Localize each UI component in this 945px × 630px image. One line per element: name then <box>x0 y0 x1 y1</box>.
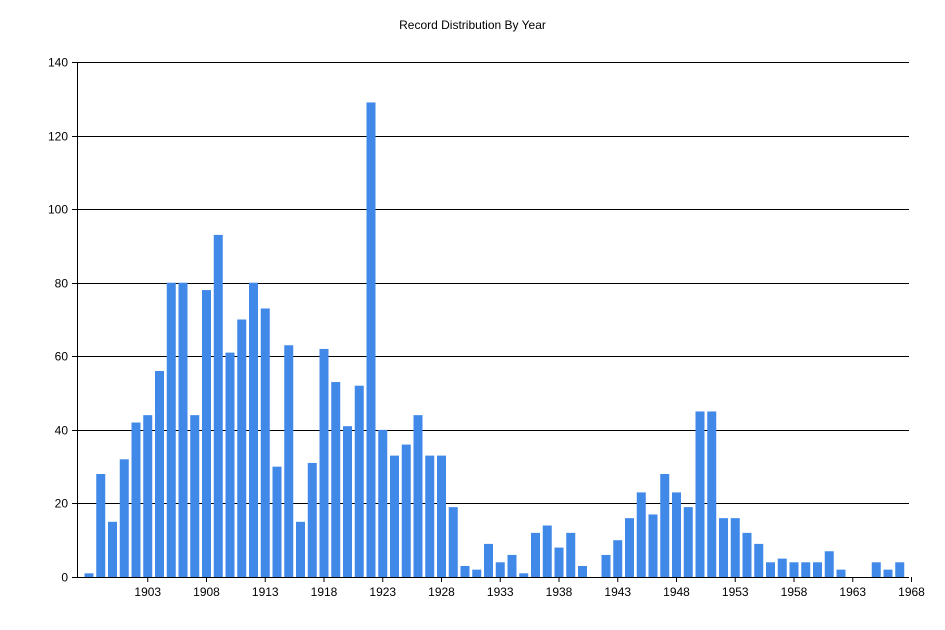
x-tick-label-1908: 1908 <box>193 585 220 599</box>
bar-1903 <box>143 415 153 577</box>
bar-1961 <box>824 551 834 577</box>
x-tick-label-1918: 1918 <box>311 585 338 599</box>
bar-1933 <box>495 562 505 577</box>
bar-1952 <box>719 518 728 577</box>
bar-1939 <box>566 532 576 577</box>
x-tick-label-1968: 1968 <box>898 585 925 599</box>
y-tick-label-80: 80 <box>55 277 69 291</box>
bar-1910 <box>225 352 235 577</box>
bar-1916 <box>296 521 305 577</box>
bar-1932 <box>484 543 493 577</box>
x-tick-label-1913: 1913 <box>252 585 279 599</box>
bar-1925 <box>401 444 411 577</box>
x-tick-label-1958: 1958 <box>781 585 808 599</box>
bar-1900 <box>108 521 117 577</box>
bar-1944 <box>625 518 634 577</box>
y-tick-label-120: 120 <box>48 130 68 144</box>
x-tick-label-1953: 1953 <box>722 585 749 599</box>
bar-1937 <box>542 525 552 577</box>
bar-1909 <box>213 234 223 577</box>
bar-1966 <box>883 569 893 577</box>
bar-1931 <box>472 569 482 577</box>
bar-1948 <box>672 492 681 577</box>
bar-1926 <box>413 415 423 577</box>
bar-1959 <box>801 562 811 577</box>
bar-1954 <box>742 532 752 577</box>
bar-1907 <box>190 415 200 577</box>
bar-1934 <box>507 554 517 577</box>
x-tick-label-1933: 1933 <box>487 585 514 599</box>
bar-1965 <box>871 562 881 577</box>
bar-1917 <box>307 462 317 577</box>
y-tick-label-100: 100 <box>48 203 68 217</box>
bar-1949 <box>683 507 693 577</box>
bar-1967 <box>895 562 905 577</box>
bar-1940 <box>578 565 587 577</box>
x-tick-label-1963: 1963 <box>839 585 866 599</box>
axes: 0 20 40 60 80 100 120 140 1903 1908 1913 1918 1923 19… <box>48 56 925 600</box>
bar-1955 <box>754 543 764 577</box>
x-tick-label-1943: 1943 <box>604 585 631 599</box>
bar-1901 <box>119 459 129 577</box>
bar-1950 <box>695 411 705 577</box>
bar-1936 <box>531 532 540 577</box>
y-tick-label-20: 20 <box>55 497 69 511</box>
bar-1943 <box>613 540 623 577</box>
chart-title: Record Distribution By Year <box>399 18 546 32</box>
bar-1951 <box>707 411 717 577</box>
bar-1921 <box>354 385 364 577</box>
x-tick-label-1928: 1928 <box>428 585 455 599</box>
gridlines <box>77 62 909 504</box>
bar-1953 <box>730 518 740 577</box>
bar-1947 <box>660 474 670 577</box>
bar-1915 <box>284 345 294 577</box>
bar-1946 <box>648 514 658 577</box>
x-tick-label-1938: 1938 <box>546 585 573 599</box>
bar-1905 <box>166 282 176 577</box>
bar-1962 <box>836 569 846 577</box>
bar-1922 <box>366 102 376 578</box>
bar-1935 <box>519 573 529 577</box>
bar-1902 <box>131 422 141 577</box>
bar-1957 <box>777 558 787 577</box>
bar-1924 <box>390 455 399 577</box>
bar-1911 <box>237 319 247 577</box>
bar-1908 <box>202 290 211 577</box>
bar-1956 <box>766 562 775 577</box>
bar-1930 <box>460 565 470 577</box>
bar-1919 <box>331 382 341 577</box>
bar-1913 <box>260 308 270 577</box>
bar-1928 <box>437 455 446 577</box>
bar-1899 <box>96 474 106 577</box>
bar-1960 <box>813 562 822 577</box>
bar-1929 <box>448 507 458 577</box>
bar-1906 <box>178 282 188 577</box>
bar-1918 <box>319 348 329 577</box>
x-tick-label-1903: 1903 <box>134 585 161 599</box>
y-tick-label-40: 40 <box>55 424 69 438</box>
y-tick-label-140: 140 <box>48 56 68 70</box>
bar-1945 <box>636 492 646 577</box>
bar-1920 <box>343 426 352 577</box>
bars <box>84 102 905 578</box>
bar-1898 <box>84 573 94 577</box>
bar-1912 <box>249 282 258 577</box>
x-tick-label-1923: 1923 <box>369 585 396 599</box>
bar-1914 <box>272 466 282 577</box>
bar-1942 <box>601 554 611 577</box>
bar-1958 <box>789 562 799 577</box>
y-tick-label-0: 0 <box>61 571 68 585</box>
y-tick-label-60: 60 <box>55 350 69 364</box>
x-tick-label-1948: 1948 <box>663 585 690 599</box>
bar-1904 <box>155 371 164 577</box>
bar-1938 <box>554 547 564 577</box>
bar-1923 <box>378 429 388 577</box>
bar-1927 <box>425 455 435 577</box>
